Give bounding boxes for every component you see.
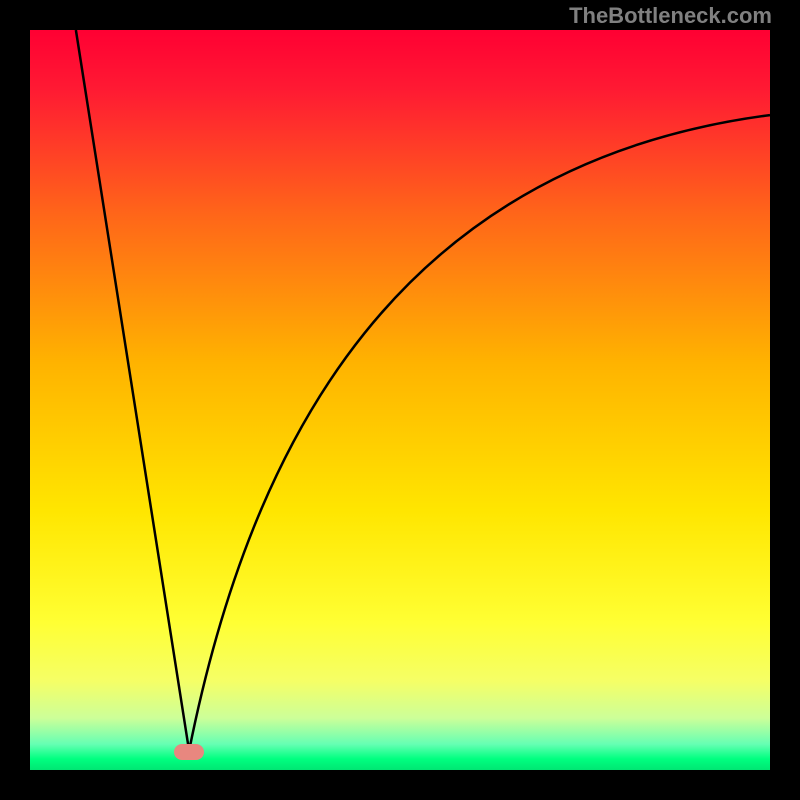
chart-container: TheBottleneck.com: [0, 0, 800, 800]
valley-marker: [174, 744, 204, 760]
plot-svg: [0, 0, 800, 800]
watermark-text: TheBottleneck.com: [569, 3, 772, 29]
